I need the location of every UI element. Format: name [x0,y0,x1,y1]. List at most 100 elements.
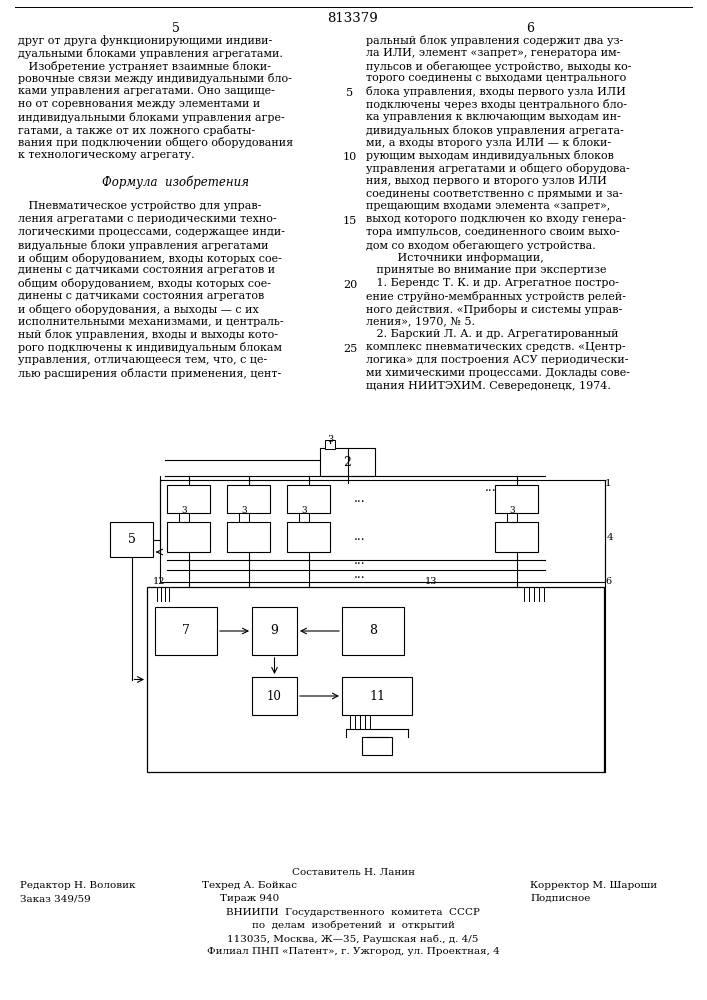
Text: ВНИИПИ  Государственного  комитета  СССР: ВНИИПИ Государственного комитета СССР [226,908,480,917]
Text: 1: 1 [605,479,612,488]
Text: общим оборудованием, входы которых сое-: общим оборудованием, входы которых сое- [18,278,271,289]
Bar [287,485,330,513]
Text: 3: 3 [327,435,333,444]
Text: 3: 3 [241,506,247,515]
Text: ...: ... [354,568,366,582]
Text: 8: 8 [369,624,377,638]
Text: Формула  изобретения: Формула изобретения [103,176,250,189]
Text: 15: 15 [343,216,357,226]
Bar [227,485,270,513]
Text: и общего оборудования, а выходы — с их: и общего оборудования, а выходы — с их [18,304,259,315]
Bar [362,737,392,755]
Bar [110,522,153,557]
Bar [320,448,375,476]
Text: дивидуальных блоков управления агрегата-: дивидуальных блоков управления агрегата- [366,125,624,136]
Text: ...: ... [354,530,366,544]
Text: логическими процессами, содержащее инди-: логическими процессами, содержащее инди- [18,227,285,237]
Text: 113035, Москва, Ж—35, Раушская наб., д. 4/5: 113035, Москва, Ж—35, Раушская наб., д. … [228,934,479,944]
Bar [239,513,249,522]
Text: Техред А. Бойкас: Техред А. Бойкас [202,881,298,890]
Text: Тираж 940: Тираж 940 [221,894,280,903]
Text: дом со входом обегающего устройства.: дом со входом обегающего устройства. [366,240,596,251]
Text: 13: 13 [425,578,438,586]
Text: ного действия. «Приборы и системы управ-: ного действия. «Приборы и системы управ- [366,304,622,315]
Text: ми химическими процессами. Доклады сове-: ми химическими процессами. Доклады сове- [366,368,630,378]
Text: подключены через входы центрального бло-: подключены через входы центрального бло- [366,99,627,110]
Text: 813379: 813379 [327,12,378,25]
Bar [325,440,335,449]
Text: блока управления, входы первого узла ИЛИ: блока управления, входы первого узла ИЛИ [366,86,626,97]
Text: Заказ 349/59: Заказ 349/59 [20,894,90,903]
Text: Составитель Н. Ланин: Составитель Н. Ланин [291,868,414,877]
Text: 4: 4 [607,532,614,542]
Bar [287,522,330,552]
Text: управления агрегатами и общего оборудова-: управления агрегатами и общего оборудова… [366,163,630,174]
Bar [495,522,538,552]
Text: динены с датчиками состояния агрегатов и: динены с датчиками состояния агрегатов и [18,265,275,275]
Bar [252,677,297,715]
Text: Пневматическое устройство для управ-: Пневматическое устройство для управ- [18,201,262,211]
Text: ла ИЛИ, элемент «запрет», генератора им-: ла ИЛИ, элемент «запрет», генератора им- [366,48,620,58]
Bar [179,513,189,522]
Text: Корректор М. Шароши: Корректор М. Шароши [530,881,657,890]
Text: Источники информации,: Источники информации, [366,253,544,263]
Text: исполнительными механизмами, и централь-: исполнительными механизмами, и централь- [18,317,284,327]
Bar [147,587,604,772]
Text: 3: 3 [509,506,515,515]
Bar [155,607,217,655]
Text: индивидуальными блоками управления агре-: индивидуальными блоками управления агре- [18,112,285,123]
Text: торого соединены с выходами центрального: торого соединены с выходами центрального [366,73,626,83]
Text: прещающим входами элемента «запрет»,: прещающим входами элемента «запрет», [366,201,610,211]
Bar [167,522,210,552]
Text: комплекс пневматических средств. «Центр-: комплекс пневматических средств. «Центр- [366,342,626,352]
Text: 1. Берендс Т. К. и др. Агрегатное постро-: 1. Берендс Т. К. и др. Агрегатное постро… [366,278,619,288]
Text: Изобретение устраняет взаимные блоки-: Изобретение устраняет взаимные блоки- [18,61,271,72]
Text: пульсов и обегающее устройство, выходы ко-: пульсов и обегающее устройство, выходы к… [366,61,631,72]
Text: управления, отличающееся тем, что, с це-: управления, отличающееся тем, что, с це- [18,355,267,365]
Text: ральный блок управления содержит два уз-: ральный блок управления содержит два уз- [366,35,624,46]
Text: 5: 5 [346,88,354,98]
Bar [160,480,605,582]
Text: к технологическому агрегату.: к технологическому агрегату. [18,150,194,160]
Text: 2: 2 [344,456,351,468]
Text: ка управления к включающим выходам ин-: ка управления к включающим выходам ин- [366,112,621,122]
Bar [167,485,210,513]
Text: 6: 6 [605,578,611,586]
Text: 7: 7 [182,624,190,638]
Text: 10: 10 [267,690,282,702]
Text: Редактор Н. Воловик: Редактор Н. Воловик [20,881,136,890]
Text: ...: ... [354,492,366,506]
Text: динены с датчиками состояния агрегатов: динены с датчиками состояния агрегатов [18,291,264,301]
Text: принятые во внимание при экспертизе: принятые во внимание при экспертизе [366,265,607,275]
Text: тора импульсов, соединенного своим выхо-: тора импульсов, соединенного своим выхо- [366,227,620,237]
Text: ния, выход первого и второго узлов ИЛИ: ния, выход первого и второго узлов ИЛИ [366,176,607,186]
Text: 12: 12 [153,578,165,586]
Text: соединены соответственно с прямыми и за-: соединены соответственно с прямыми и за- [366,189,623,199]
Text: ение струйно-мембранных устройств релей-: ение струйно-мембранных устройств релей- [366,291,626,302]
Text: гатами, а также от их ложного срабаты-: гатами, а также от их ложного срабаты- [18,125,255,136]
Text: 5: 5 [127,533,136,546]
Text: ми, а входы второго узла ИЛИ — к блоки-: ми, а входы второго узла ИЛИ — к блоки- [366,137,611,148]
Text: ...: ... [354,554,366,566]
Bar [495,485,538,513]
Text: 11: 11 [369,690,385,702]
Text: но от соревнования между элементами и: но от соревнования между элементами и [18,99,260,109]
Bar [342,677,412,715]
Text: вания при подключении общего оборудования: вания при подключении общего оборудовани… [18,137,293,148]
Text: 10: 10 [343,152,357,162]
Text: Филиал ПНП «Патент», г. Ужгород, ул. Проектная, 4: Филиал ПНП «Патент», г. Ужгород, ул. Про… [206,947,499,956]
Text: лью расширения области применения, цент-: лью расширения области применения, цент- [18,368,281,379]
Bar [227,522,270,552]
Text: рующим выходам индивидуальных блоков: рующим выходам индивидуальных блоков [366,150,614,161]
Text: дуальными блоками управления агрегатами.: дуальными блоками управления агрегатами. [18,48,283,59]
Text: 3: 3 [181,506,187,515]
Text: логика» для построения АСУ периодически-: логика» для построения АСУ периодически- [366,355,629,365]
Text: ...: ... [485,481,496,494]
Text: 3: 3 [301,506,307,515]
Text: Подписное: Подписное [530,894,590,903]
Text: 9: 9 [271,624,279,638]
Bar [507,513,517,522]
Text: 25: 25 [343,344,357,354]
Text: 20: 20 [343,280,357,290]
Bar [342,607,404,655]
